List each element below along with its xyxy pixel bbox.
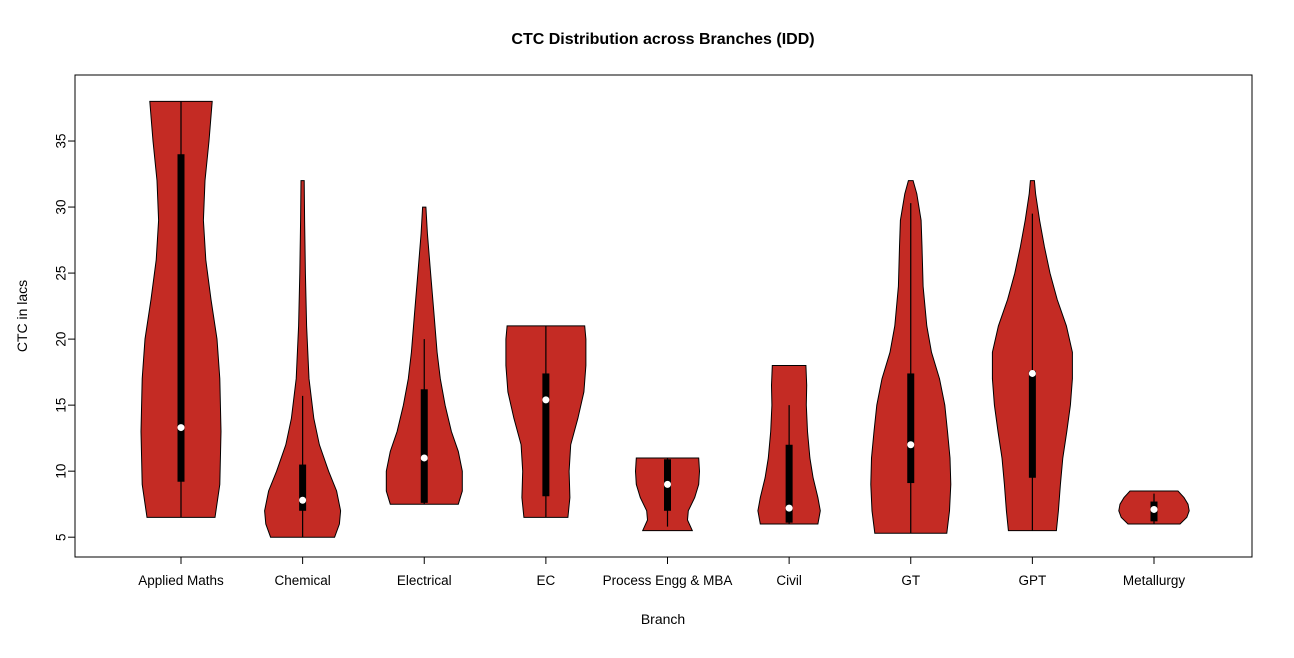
iqr-box-applied-maths (177, 154, 185, 482)
x-tick-label-gt: GT (901, 573, 920, 588)
median-dot-gt (907, 441, 915, 449)
y-tick-label: 20 (54, 332, 69, 347)
median-dot-process-engg-mba (664, 480, 671, 488)
plot-frame (74, 74, 1253, 558)
y-axis-label: CTC in lacs (14, 280, 30, 352)
x-tick-label-gpt: GPT (1018, 573, 1046, 588)
iqr-box-electrical (420, 389, 428, 503)
x-tick-label-applied-maths: Applied Maths (138, 573, 224, 588)
median-dot-ec (542, 396, 550, 404)
median-dot-applied-maths (177, 424, 185, 432)
median-dot-electrical (420, 454, 428, 462)
iqr-box-gpt (1028, 370, 1036, 478)
x-axis-label: Branch (641, 611, 685, 627)
y-tick-label: 15 (54, 398, 69, 413)
x-tick-label-ec: EC (536, 573, 555, 588)
median-dot-metallurgy (1150, 505, 1158, 513)
x-tick-label-process-engg-mba: Process Engg & MBA (603, 573, 733, 588)
chart-title: CTC Distribution across Branches (IDD) (511, 31, 814, 48)
x-tick-label-electrical: Electrical (397, 573, 452, 588)
median-dot-chemical (299, 496, 307, 504)
y-tick-label: 35 (54, 134, 69, 149)
plot-layer: 5 10 15 20 25 30 35 Applied Maths Chemical Electr… (54, 74, 1253, 588)
median-dot-gpt (1028, 369, 1036, 377)
y-tick-label: 30 (54, 200, 69, 215)
y-tick-label: 10 (54, 464, 69, 479)
iqr-box-chemical (299, 464, 307, 511)
x-tick-label-metallurgy: Metallurgy (1123, 573, 1186, 588)
y-tick-label: 5 (54, 533, 69, 541)
iqr-box-ec (542, 373, 550, 497)
violin-chemical (264, 180, 342, 538)
x-tick-label-civil: Civil (776, 573, 802, 588)
y-tick-label: 25 (54, 266, 69, 281)
iqr-box-gt (907, 373, 915, 484)
iqr-box-civil (785, 444, 793, 523)
median-dot-civil (785, 504, 793, 512)
x-tick-label-chemical: Chemical (274, 573, 330, 588)
